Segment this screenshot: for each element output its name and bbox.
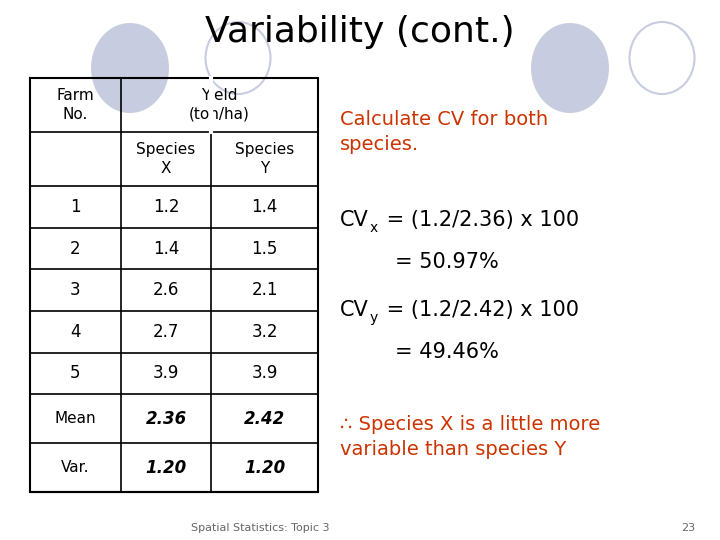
Text: Species
X: Species X (137, 143, 196, 176)
Text: = (1.2/2.36) x 100: = (1.2/2.36) x 100 (380, 210, 579, 230)
Text: x: x (370, 221, 378, 235)
Text: Mean: Mean (55, 411, 96, 426)
Text: Spatial Statistics: Topic 3: Spatial Statistics: Topic 3 (191, 523, 329, 533)
Text: Variability (cont.): Variability (cont.) (205, 15, 515, 49)
Text: y: y (370, 311, 378, 325)
Text: ∴ Species X is a little more
variable than species Y: ∴ Species X is a little more variable th… (340, 415, 600, 459)
Text: 3.9: 3.9 (153, 364, 179, 382)
Ellipse shape (91, 23, 169, 113)
Text: = 50.97%: = 50.97% (395, 252, 499, 272)
Text: 4: 4 (70, 323, 81, 341)
Text: 2: 2 (70, 240, 81, 258)
Text: 1.20: 1.20 (244, 458, 285, 477)
Text: 1.20: 1.20 (145, 458, 186, 477)
Text: 1.2: 1.2 (153, 198, 179, 216)
Text: 23: 23 (681, 523, 695, 533)
Text: 2.42: 2.42 (244, 410, 285, 428)
Text: 2.7: 2.7 (153, 323, 179, 341)
Text: Yield
(ton/ha): Yield (ton/ha) (189, 88, 250, 122)
Text: 2.6: 2.6 (153, 281, 179, 299)
Text: Calculate CV for both
species.: Calculate CV for both species. (340, 110, 548, 154)
Ellipse shape (531, 23, 609, 113)
Text: 2.36: 2.36 (145, 410, 186, 428)
Text: CV: CV (340, 300, 369, 320)
Text: Species
Y: Species Y (235, 143, 294, 176)
Text: 1.4: 1.4 (251, 198, 278, 216)
Text: = 49.46%: = 49.46% (395, 342, 499, 362)
Ellipse shape (205, 22, 271, 94)
Text: 1: 1 (70, 198, 81, 216)
Text: CV: CV (340, 210, 369, 230)
Text: Var.: Var. (61, 460, 89, 475)
Text: 5: 5 (70, 364, 81, 382)
Text: = (1.2/2.42) x 100: = (1.2/2.42) x 100 (380, 300, 579, 320)
Text: 1.5: 1.5 (251, 240, 278, 258)
Text: Farm
No.: Farm No. (56, 88, 94, 122)
Text: 2.1: 2.1 (251, 281, 278, 299)
Ellipse shape (629, 22, 695, 94)
Text: 3.2: 3.2 (251, 323, 278, 341)
Text: 3.9: 3.9 (251, 364, 278, 382)
Text: 3: 3 (70, 281, 81, 299)
Text: 1.4: 1.4 (153, 240, 179, 258)
